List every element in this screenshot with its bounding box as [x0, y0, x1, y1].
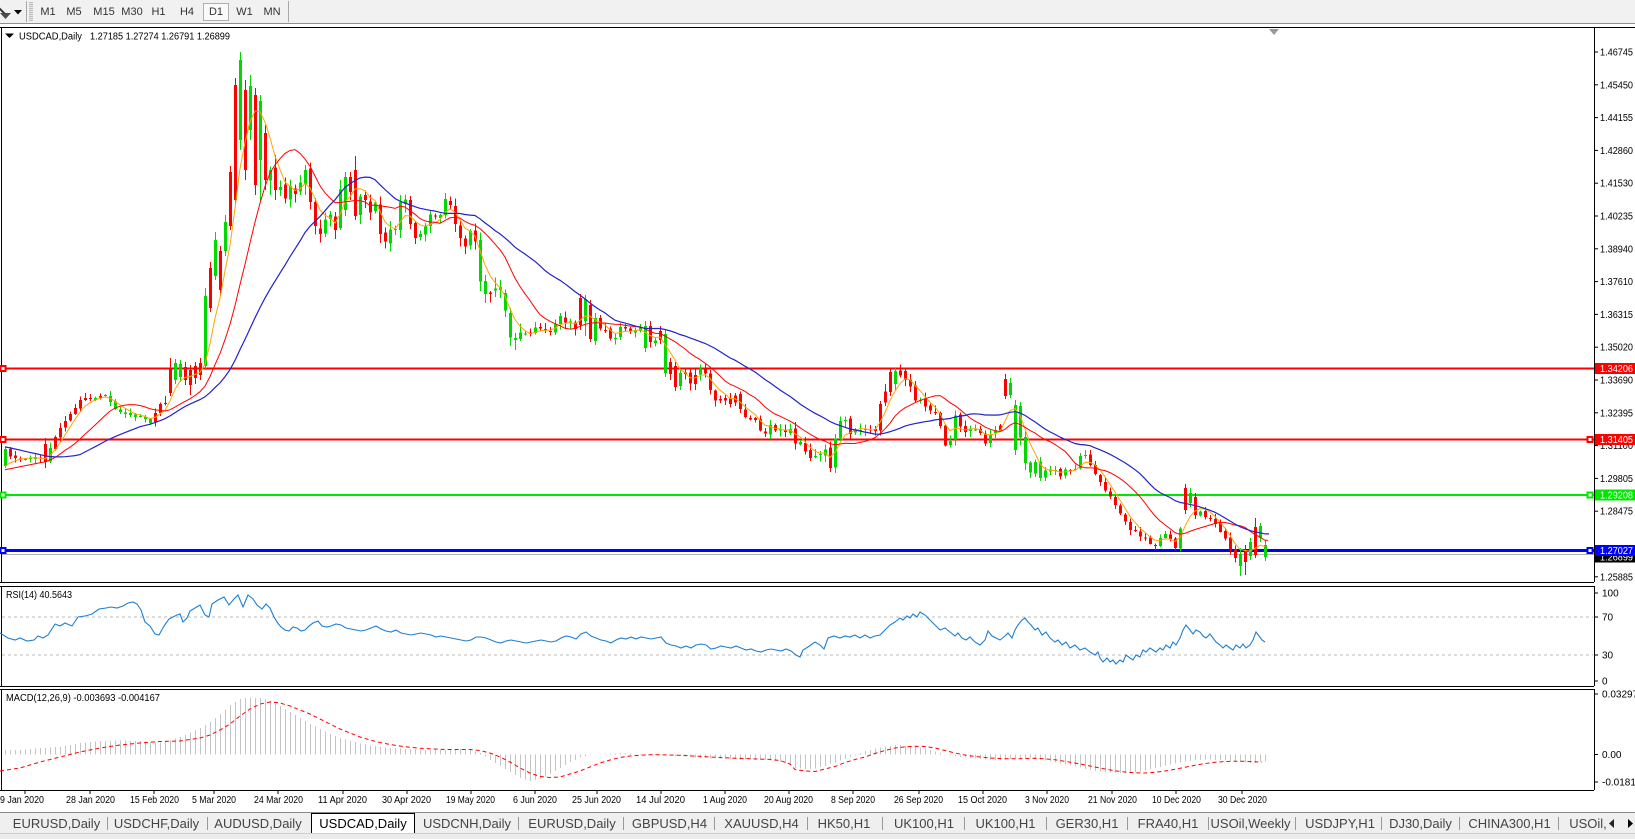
svg-text:10 Dec 2020: 10 Dec 2020	[1152, 795, 1201, 806]
svg-text:25 Jun 2020: 25 Jun 2020	[572, 795, 621, 806]
svg-text:1.34206: 1.34206	[1600, 364, 1633, 375]
svg-text:1.42860: 1.42860	[1600, 146, 1633, 157]
svg-text:20 Aug 2020: 20 Aug 2020	[764, 795, 813, 806]
svg-text:RSI(14) 40.5643: RSI(14) 40.5643	[6, 590, 72, 601]
svg-text:1.29208: 1.29208	[1600, 491, 1633, 502]
svg-text:100: 100	[1602, 589, 1619, 600]
svg-text:1.45450: 1.45450	[1600, 80, 1633, 91]
svg-text:21 Nov 2020: 21 Nov 2020	[1088, 795, 1137, 806]
svg-text:24 Mar 2020: 24 Mar 2020	[254, 795, 303, 806]
svg-text:26 Sep 2020: 26 Sep 2020	[894, 795, 943, 806]
svg-text:1.38940: 1.38940	[1600, 244, 1633, 255]
svg-text:USDCAD,Daily: USDCAD,Daily	[19, 32, 82, 43]
svg-text:1.29805: 1.29805	[1600, 474, 1633, 485]
svg-text:1.25885: 1.25885	[1600, 572, 1633, 583]
svg-text:30 Dec 2020: 30 Dec 2020	[1218, 795, 1267, 806]
svg-text:MACD(12,26,9) -0.003693 -0.004: MACD(12,26,9) -0.003693 -0.004167	[6, 693, 160, 704]
svg-text:11 Apr 2020: 11 Apr 2020	[318, 795, 367, 806]
svg-text:28 Jan 2020: 28 Jan 2020	[66, 795, 115, 806]
svg-text:1.44155: 1.44155	[1600, 113, 1633, 124]
svg-text:1.26899: 1.26899	[1600, 553, 1633, 564]
svg-text:6 Jun 2020: 6 Jun 2020	[513, 795, 557, 806]
svg-text:15 Oct 2020: 15 Oct 2020	[958, 795, 1007, 806]
svg-text:19 May 2020: 19 May 2020	[446, 795, 495, 806]
svg-text:1.36315: 1.36315	[1600, 310, 1633, 321]
svg-text:0: 0	[1602, 677, 1608, 688]
svg-text:15 Feb 2020: 15 Feb 2020	[130, 795, 179, 806]
svg-text:1.46745: 1.46745	[1600, 48, 1633, 59]
svg-text:14 Jul 2020: 14 Jul 2020	[636, 795, 685, 806]
svg-text:-0.018154: -0.018154	[1602, 778, 1635, 789]
svg-text:1.28475: 1.28475	[1600, 507, 1633, 518]
svg-text:5 Mar 2020: 5 Mar 2020	[192, 795, 236, 806]
svg-text:30 Apr 2020: 30 Apr 2020	[382, 795, 431, 806]
svg-text:1.27027: 1.27027	[1600, 546, 1633, 557]
svg-text:0.032972: 0.032972	[1602, 690, 1635, 701]
svg-text:8 Sep 2020: 8 Sep 2020	[831, 795, 875, 806]
svg-text:1.32395: 1.32395	[1600, 408, 1633, 419]
svg-text:1.33690: 1.33690	[1600, 376, 1633, 387]
svg-text:9 Jan 2020: 9 Jan 2020	[0, 795, 44, 806]
svg-text:1.35020: 1.35020	[1600, 343, 1633, 354]
svg-text:1.27185 1.27274 1.26791 1.2689: 1.27185 1.27274 1.26791 1.26899	[90, 32, 230, 43]
svg-text:1.37610: 1.37610	[1600, 277, 1633, 288]
svg-text:1.41530: 1.41530	[1600, 179, 1633, 190]
svg-text:3 Nov 2020: 3 Nov 2020	[1025, 795, 1069, 806]
svg-text:1.31405: 1.31405	[1600, 435, 1633, 446]
svg-text:1.40235: 1.40235	[1600, 212, 1633, 223]
svg-text:30: 30	[1602, 651, 1614, 662]
svg-text:70: 70	[1602, 613, 1614, 624]
svg-text:1 Aug 2020: 1 Aug 2020	[703, 795, 747, 806]
svg-text:1.31100: 1.31100	[1600, 441, 1633, 452]
svg-text:0.00: 0.00	[1602, 750, 1622, 761]
